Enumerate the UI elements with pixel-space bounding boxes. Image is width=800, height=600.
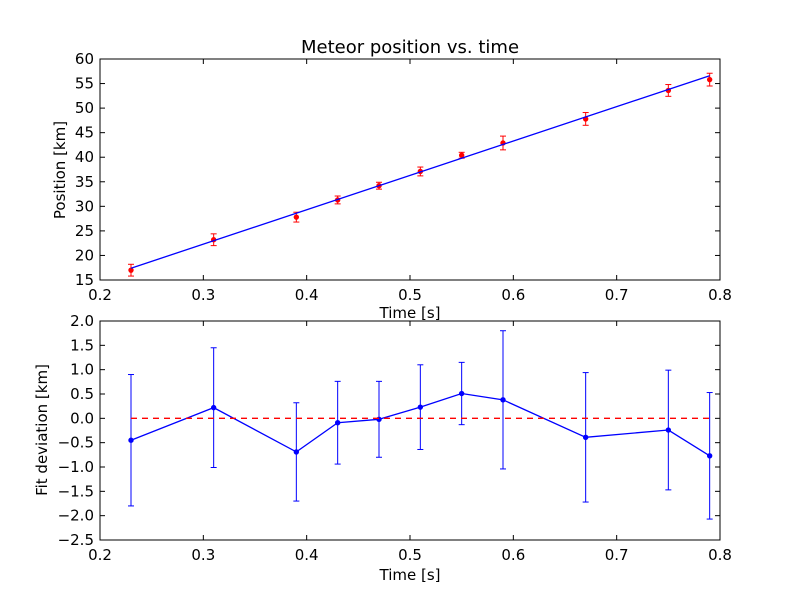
position-panel: Meteor position vs. time 0.2 0.3 0.4 0.5 0.6… [51, 37, 732, 322]
chart-title: Meteor position vs. time [301, 37, 519, 58]
y-tick-label: 30 [75, 197, 94, 215]
y-tick-label: −0.5 [58, 434, 94, 452]
y-tick-label: 50 [75, 99, 94, 117]
data-point [128, 437, 134, 443]
x-tick-label: 0.2 [88, 546, 112, 564]
axes-frame [99, 58, 721, 281]
y-axis-label: Fit deviation [km] [33, 364, 51, 496]
y-tick-label: 15 [75, 271, 94, 289]
x-tick-label: 0.8 [708, 546, 732, 564]
mark-group [128, 72, 713, 277]
data-point [334, 420, 341, 426]
fit-line [130, 75, 710, 269]
plot-area [100, 59, 720, 280]
data-point [128, 267, 134, 273]
data-point [458, 390, 465, 397]
y-tick-label: 55 [75, 75, 94, 93]
deviation-panel: 0.2 0.3 0.4 0.5 0.6 0.7 0.8 −2.5 −2.0 −1.5 −1.0 −0.… [33, 312, 732, 584]
y-tick-label: −1.5 [58, 482, 94, 500]
data-point [582, 434, 589, 441]
data-point [417, 404, 424, 410]
x-tick-label: 0.7 [605, 546, 629, 564]
data-point [210, 404, 217, 411]
y-tick-label: 0.5 [70, 385, 94, 403]
y-tick-label: 40 [75, 148, 94, 166]
y-tick-label: 20 [75, 246, 94, 264]
axes-frame [99, 320, 721, 541]
data-point [706, 76, 713, 83]
data-point [500, 397, 506, 403]
y-tick-label: 35 [75, 173, 94, 191]
y-axis-label: Position [km] [51, 121, 69, 219]
x-axis-label: Time [s] [379, 304, 441, 322]
mark-group [128, 330, 713, 520]
data-point [293, 449, 300, 455]
y-tick-label: 1.5 [70, 336, 94, 354]
x-tick-label: 0.6 [501, 546, 525, 564]
y-tick-label: 2.0 [70, 312, 94, 330]
y-tick-label: −2.0 [58, 507, 94, 525]
x-tick-label: 0.4 [295, 286, 319, 304]
plot-area [100, 321, 720, 540]
x-tick-label: 0.3 [191, 546, 215, 564]
y-tick-label: 0.0 [70, 409, 94, 427]
data-point [458, 152, 465, 158]
x-tick-label: 0.2 [88, 286, 112, 304]
y-tick-label: −2.5 [58, 531, 94, 549]
x-tick-label: 0.5 [398, 286, 422, 304]
x-tick-label: 0.4 [295, 546, 319, 564]
y-tick-label: 25 [75, 222, 94, 240]
data-point [706, 453, 713, 459]
y-tick-label: −1.0 [58, 458, 94, 476]
x-axis-label: Time [s] [379, 566, 441, 584]
tick-group: 0.2 0.3 0.4 0.5 0.6 0.7 0.8 15 20 25 30 35 40 45 50 55 6… [75, 50, 732, 304]
x-tick-label: 0.6 [501, 286, 525, 304]
x-tick-label: 0.3 [191, 286, 215, 304]
x-tick-label: 0.5 [398, 546, 422, 564]
y-tick-label: 60 [75, 50, 94, 68]
data-point [293, 214, 300, 220]
data-point [665, 427, 672, 433]
y-tick-label: 45 [75, 124, 94, 142]
y-tick-label: 1.0 [70, 361, 94, 379]
x-tick-label: 0.7 [605, 286, 629, 304]
x-tick-label: 0.8 [708, 286, 732, 304]
